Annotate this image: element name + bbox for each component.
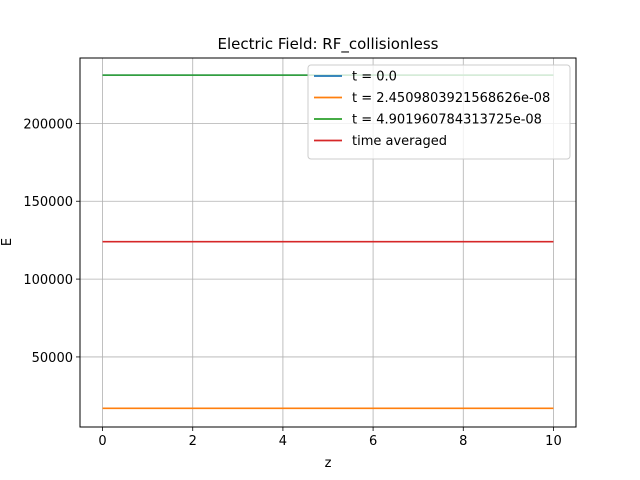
- x-tick-label: 0: [98, 434, 106, 449]
- x-tick-label: 10: [545, 434, 562, 449]
- y-tick-label: 100000: [23, 273, 73, 288]
- legend-entry: t = 4.901960784313725e-08: [352, 113, 542, 128]
- plot-frame: [79, 57, 577, 428]
- x-tick-label: 4: [279, 434, 287, 449]
- legend-entry: t = 0.0: [352, 70, 397, 85]
- x-tick-label: 2: [189, 434, 197, 449]
- legend: t = 0.0 t = 2.4509803921568626e-08 t = 4.9…: [307, 64, 571, 160]
- x-axis-ticks: 0 2 4 6 8 10: [98, 427, 562, 449]
- y-tick-label: 50000: [32, 351, 73, 366]
- x-tick-label: 6: [369, 434, 377, 449]
- y-axis-label: E: [0, 238, 15, 246]
- chart-title: Electric Field: RF_collisionless: [218, 35, 439, 54]
- y-tick-label: 200000: [23, 117, 73, 132]
- y-tick-label: 150000: [23, 195, 73, 210]
- x-axis-label: z: [325, 456, 332, 471]
- x-tick-label: 8: [459, 434, 467, 449]
- legend-box: [307, 64, 571, 160]
- legend-entry: time averaged: [352, 134, 447, 149]
- legend-entry: t = 2.4509803921568626e-08: [352, 91, 550, 106]
- y-axis-ticks: 50000 100000 150000 200000: [23, 117, 80, 366]
